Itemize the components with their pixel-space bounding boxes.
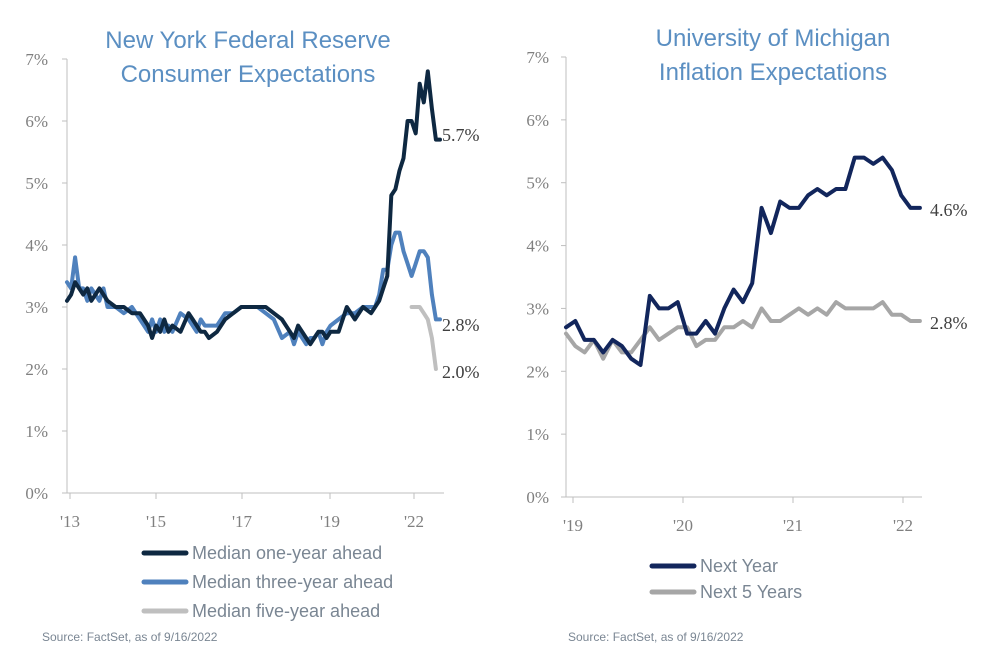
y-tick-label: 2%: [526, 362, 549, 381]
x-tick-label: '22: [893, 516, 913, 535]
y-tick-label: 1%: [25, 422, 48, 441]
y-tick-label: 6%: [526, 111, 549, 130]
y-tick-label: 0%: [526, 488, 549, 507]
legend-label: Median three-year ahead: [192, 572, 393, 592]
y-tick-label: 3%: [526, 299, 549, 318]
y-tick-label: 5%: [526, 174, 549, 193]
y-tick-label: 6%: [25, 112, 48, 131]
series-end-label: 2.0%: [442, 362, 480, 382]
y-tick-label: 5%: [25, 174, 48, 193]
y-tick-label: 2%: [25, 360, 48, 379]
y-tick-label: 1%: [526, 425, 549, 444]
legend-label: Median one-year ahead: [192, 543, 382, 563]
series-line-next-year: [564, 155, 922, 367]
series-end-label: 2.8%: [930, 313, 968, 333]
series-line-median-five-year-ahead: [409, 305, 438, 371]
legend-label: Next 5 Years: [700, 582, 802, 602]
y-tick-label: 7%: [526, 48, 549, 67]
series-line-next-5-years: [564, 300, 922, 361]
legend-label: Median five-year ahead: [192, 601, 380, 621]
x-tick-label: '15: [146, 512, 166, 531]
series-line-median-one-year-ahead: [65, 69, 442, 347]
x-tick-label: '22: [404, 512, 424, 531]
ny-fed-chart: New York Federal Reserve Consumer Expecta…: [25, 27, 479, 621]
umich-chart: University of Michigan Inflation Expectat…: [526, 25, 967, 602]
y-tick-label: 3%: [25, 298, 48, 317]
y-tick-label: 0%: [25, 484, 48, 503]
legend-label: Next Year: [700, 556, 778, 576]
y-tick-label: 4%: [25, 236, 48, 255]
series-end-label: 5.7%: [442, 125, 480, 145]
y-tick-label: 7%: [25, 50, 48, 69]
x-tick-label: '13: [60, 512, 80, 531]
series-line-median-three-year-ahead: [65, 230, 442, 347]
source-note-left: Source: FactSet, as of 9/16/2022: [42, 630, 218, 644]
chart-title-line: Consumer Expectations: [121, 61, 376, 88]
chart-title-line: New York Federal Reserve: [105, 27, 390, 54]
source-note-right: Source: FactSet, as of 9/16/2022: [568, 630, 744, 644]
series-end-label: 4.6%: [930, 200, 968, 220]
series-end-label: 2.8%: [442, 315, 480, 335]
x-tick-label: '21: [783, 516, 803, 535]
x-tick-label: '20: [673, 516, 693, 535]
chart-title-line: Inflation Expectations: [659, 59, 887, 86]
x-tick-label: '17: [232, 512, 253, 531]
y-tick-label: 4%: [526, 237, 549, 256]
chart-title-line: University of Michigan: [656, 25, 891, 52]
x-tick-label: '19: [563, 516, 583, 535]
x-tick-label: '19: [320, 512, 340, 531]
